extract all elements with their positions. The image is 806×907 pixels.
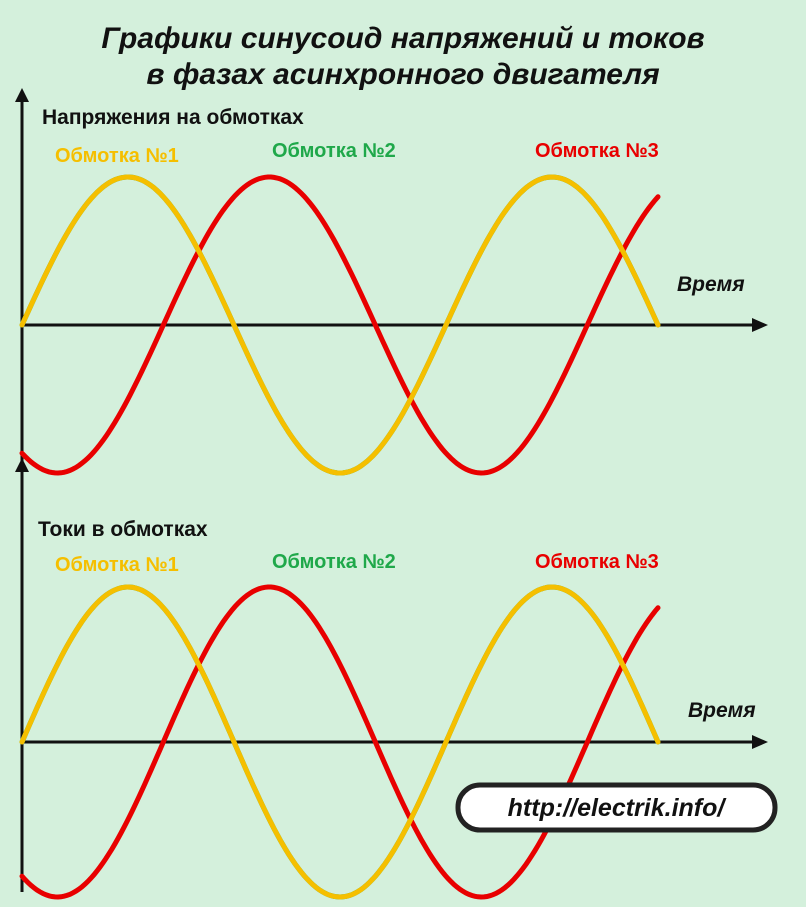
legend-label: Обмотка №1 bbox=[55, 145, 179, 167]
title: в фазах асинхронного двигателя bbox=[146, 58, 660, 91]
arrow bbox=[752, 735, 768, 749]
phase-curve bbox=[19, 174, 661, 476]
arrow bbox=[15, 88, 29, 102]
legend-label: Обмотка №2 bbox=[272, 140, 396, 162]
url-badge bbox=[455, 782, 778, 833]
panel-heading: Напряжения на обмотках bbox=[42, 106, 304, 129]
phase-curve bbox=[19, 174, 661, 476]
axis-label: Время bbox=[677, 273, 745, 296]
legend-label: Обмотка №3 bbox=[535, 140, 659, 162]
panel-heading: Токи в обмотках bbox=[38, 518, 208, 541]
arrow bbox=[15, 458, 29, 472]
url: http://electrik.info/ bbox=[508, 794, 728, 822]
title: Графики синусоид напряжений и токов bbox=[101, 22, 704, 55]
arrow bbox=[752, 318, 768, 332]
legend-label: Обмотка №3 bbox=[535, 551, 659, 573]
axis-label: Время bbox=[688, 699, 756, 722]
legend-label: Обмотка №1 bbox=[55, 554, 179, 576]
phase-curve bbox=[19, 584, 661, 900]
legend-label: Обмотка №2 bbox=[272, 551, 396, 573]
